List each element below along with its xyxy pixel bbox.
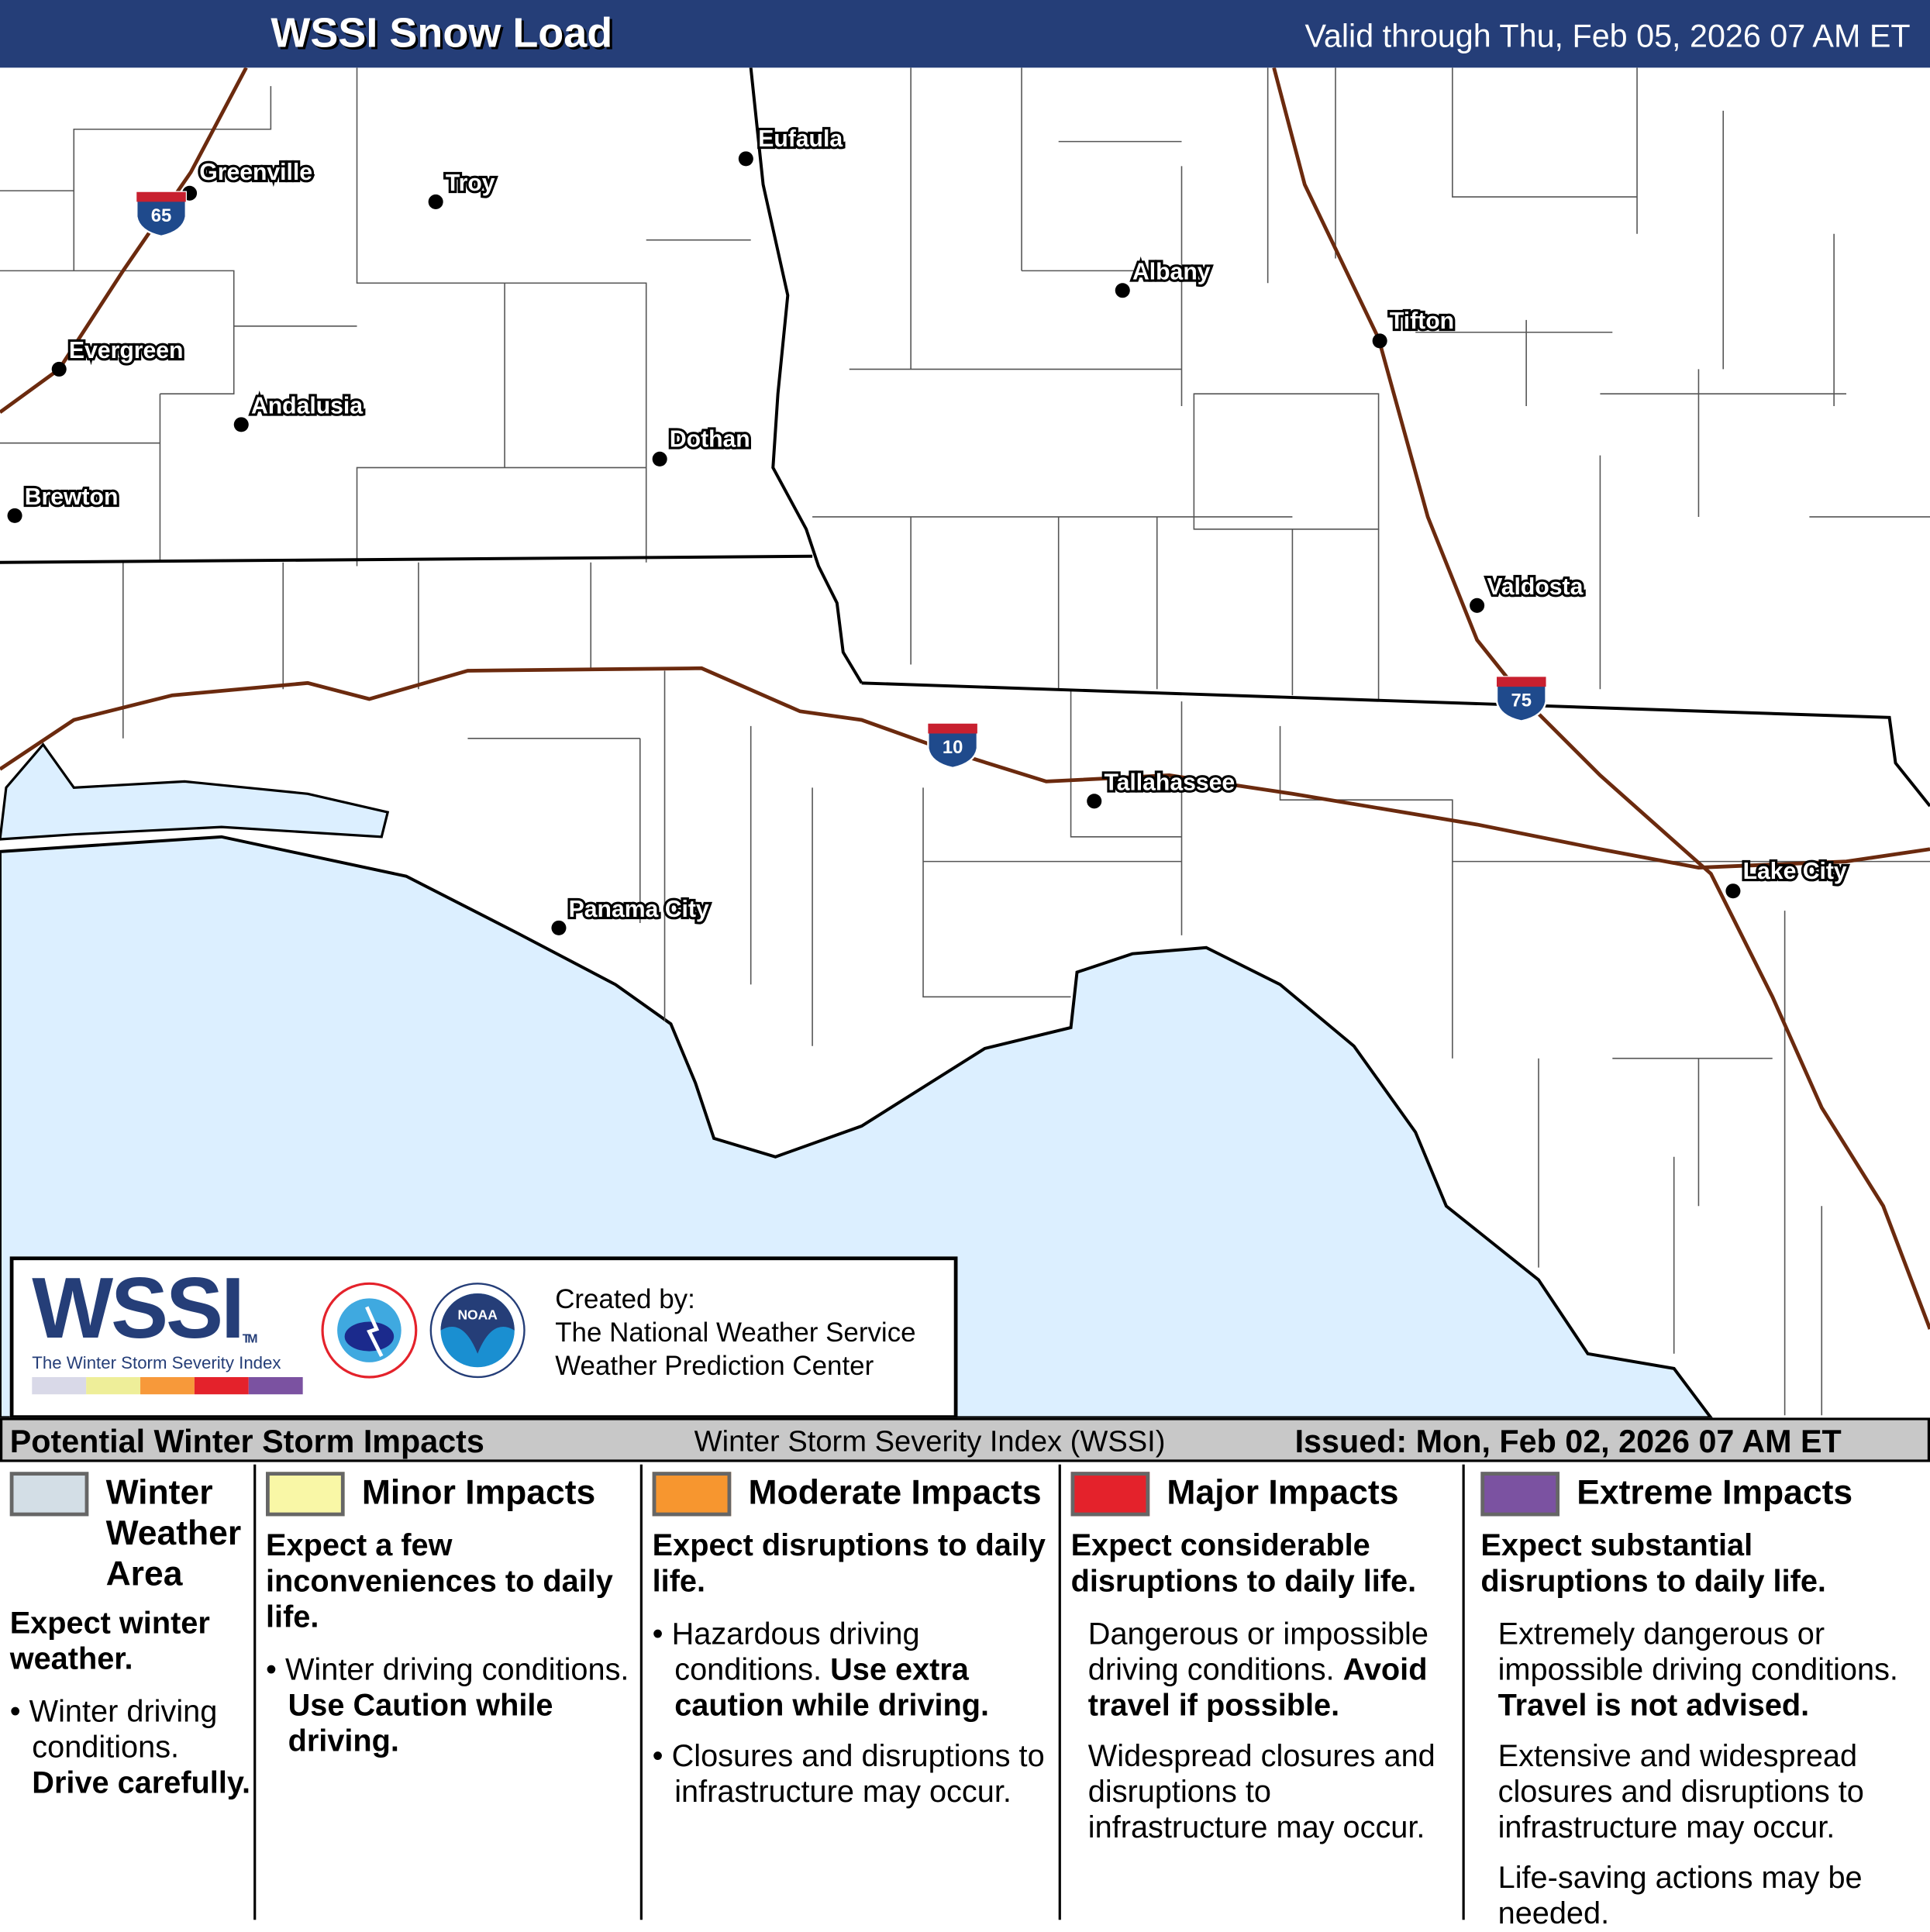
interstate-65-route: [0, 67, 248, 414]
created-by: Created by: The National Weather Service W…: [555, 1283, 916, 1381]
svg-text:65: 65: [151, 205, 171, 226]
city-dothan: Dothan: [652, 424, 753, 467]
interstate-65-shield-icon: 65: [136, 191, 187, 238]
city-label: Panama City: [569, 897, 709, 922]
city-marker: [1372, 333, 1387, 349]
issued-time: Issued: Mon, Feb 02, 2026 07 AM ET: [1294, 1422, 1842, 1460]
city-marker: [1725, 883, 1741, 899]
agency-logos: NOAA: [321, 1282, 526, 1379]
city-label: Lake City: [1743, 859, 1847, 884]
city-label: Greenville: [199, 160, 312, 185]
city-marker: [51, 361, 67, 377]
city-label: Albany: [1132, 259, 1211, 284]
interstate-10-shield-icon: 10: [927, 722, 979, 770]
city-greenville: Greenville: [182, 157, 315, 201]
city-albany: Albany: [1115, 257, 1213, 298]
city-marker: [652, 451, 667, 467]
city-marker: [1115, 283, 1130, 298]
header-bar: WSSI Snow Load Valid through Thu, Feb 05…: [0, 0, 1930, 68]
city-marker: [738, 151, 753, 167]
city-label: Brewton: [25, 484, 119, 510]
city-label: Dothan: [670, 426, 750, 452]
city-label: Troy: [446, 170, 495, 196]
state-lines: [0, 67, 1930, 808]
legend-index: Winter Storm Severity Index (WSSI): [694, 1424, 1166, 1458]
logo-scale-bar: [86, 1376, 141, 1395]
map-area: Greenville Troy Eufaula Albany Tifton Evergre…: [0, 67, 1930, 1418]
legend-swatch: [1480, 1472, 1560, 1517]
city-brewton: Brewton: [7, 482, 121, 523]
wssi-logo: WSSITM: [32, 1260, 257, 1356]
interstates: [0, 67, 1930, 1330]
svg-text:75: 75: [1511, 690, 1532, 711]
city-label: Andalusia: [251, 394, 363, 419]
city-valdosta: Valdosta: [1470, 572, 1586, 613]
legend-swatch: [1070, 1472, 1150, 1517]
interstate-75-route: [1272, 67, 1930, 1330]
valid-through: Valid through Thu, Feb 05, 2026 07 AM ET: [1304, 17, 1911, 54]
city-label: Tifton: [1390, 308, 1454, 334]
legend-extreme: Extreme Impacts Expect substantial disru…: [1480, 1472, 1898, 1931]
nws-logo: [321, 1282, 418, 1379]
city-lake-city: Lake City: [1725, 856, 1849, 899]
city-label: Eufaula: [758, 126, 843, 152]
interstate-10-route: [0, 666, 1930, 870]
bay-water: [0, 742, 390, 841]
legend-moderate: Moderate Impacts Expect disruptions to d…: [652, 1472, 1046, 1810]
svg-text:NOAA: NOAA: [457, 1307, 498, 1322]
city-marker: [1087, 794, 1102, 809]
legend-swatch: [9, 1472, 89, 1517]
map-title: WSSI Snow Load: [271, 9, 613, 57]
legend-minor: Minor Impacts Expect a few inconvenience…: [266, 1472, 629, 1759]
city-label: Tallahassee: [1104, 770, 1235, 796]
legend-header: Potential Winter Storm Impacts Winter St…: [0, 1417, 1930, 1462]
noaa-logo: NOAA: [429, 1283, 526, 1379]
legend-major: Major Impacts Expect considerable disrup…: [1070, 1472, 1435, 1845]
wssi-logo-subtitle: The Winter Storm Severity Index: [32, 1352, 281, 1372]
city-tifton: Tifton: [1372, 306, 1456, 349]
city-label: Valdosta: [1487, 574, 1583, 600]
city-label: Evergreen: [69, 338, 184, 363]
logo-scale-bar: [194, 1376, 249, 1395]
city-tallahassee: Tallahassee: [1087, 767, 1237, 809]
county-lines: [0, 67, 1930, 1416]
interstate-75-shield-icon: 75: [1495, 676, 1547, 722]
svg-text:10: 10: [943, 737, 963, 758]
city-marker: [428, 194, 443, 209]
legend-winter-weather: Winter Weather Area Expect winter weathe…: [9, 1472, 251, 1801]
city-marker: [551, 920, 567, 935]
legend-title: Potential Winter Storm Impacts: [9, 1422, 484, 1460]
logo-scale-bar: [32, 1376, 87, 1395]
legend-swatch: [652, 1472, 732, 1517]
city-andalusia: Andalusia: [233, 391, 365, 432]
logo-scale-bar: [140, 1376, 195, 1395]
city-evergreen: Evergreen: [51, 336, 186, 377]
city-eufaula: Eufaula: [738, 124, 846, 167]
legend-swatch: [266, 1472, 345, 1517]
city-marker: [233, 417, 249, 432]
city-troy: Troy: [428, 168, 498, 209]
city-marker: [7, 508, 22, 523]
logo-scale-bar: [248, 1376, 303, 1395]
city-marker: [1470, 598, 1485, 613]
city-panama-city: Panama City: [551, 894, 712, 935]
